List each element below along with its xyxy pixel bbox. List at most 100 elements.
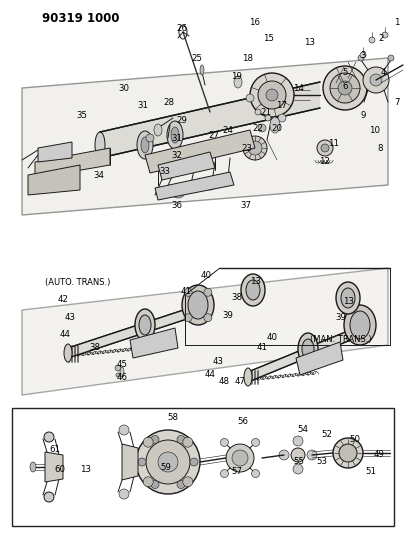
Text: 9: 9 [359, 110, 365, 119]
Ellipse shape [251, 470, 259, 478]
Ellipse shape [265, 89, 277, 101]
Ellipse shape [340, 288, 354, 308]
Ellipse shape [138, 458, 146, 466]
Text: 31: 31 [137, 101, 148, 109]
Ellipse shape [120, 367, 124, 377]
Ellipse shape [50, 165, 60, 175]
Text: 12: 12 [319, 157, 330, 166]
Text: 28: 28 [163, 98, 174, 107]
Text: 41: 41 [256, 343, 267, 352]
Text: 19: 19 [230, 71, 241, 80]
Polygon shape [130, 328, 177, 358]
Text: 24: 24 [222, 125, 233, 134]
Ellipse shape [44, 432, 54, 442]
Ellipse shape [251, 439, 259, 447]
Text: 27: 27 [208, 131, 219, 140]
Ellipse shape [139, 315, 151, 335]
Text: 46: 46 [116, 374, 127, 383]
Ellipse shape [143, 437, 153, 447]
Text: 13: 13 [80, 465, 91, 474]
Ellipse shape [338, 444, 356, 462]
Ellipse shape [245, 94, 254, 102]
Ellipse shape [332, 438, 362, 468]
Ellipse shape [220, 439, 228, 447]
Ellipse shape [226, 444, 254, 472]
Text: 33: 33 [159, 167, 170, 176]
Ellipse shape [171, 127, 179, 143]
Text: (AUTO. TRANS.): (AUTO. TRANS.) [45, 278, 110, 287]
Polygon shape [22, 268, 387, 395]
Text: 4: 4 [379, 68, 385, 77]
Text: 22: 22 [252, 124, 263, 133]
Ellipse shape [158, 452, 177, 472]
Text: 15: 15 [263, 34, 274, 43]
Ellipse shape [182, 477, 192, 487]
Polygon shape [22, 58, 387, 215]
Text: 30: 30 [118, 84, 129, 93]
Ellipse shape [387, 55, 393, 61]
Ellipse shape [85, 157, 95, 167]
Ellipse shape [44, 492, 54, 502]
Text: (MAN. TRANS.): (MAN. TRANS.) [309, 335, 371, 344]
Text: 21: 21 [260, 108, 271, 117]
Ellipse shape [220, 470, 228, 478]
Text: 53: 53 [316, 457, 327, 466]
Text: 37: 37 [240, 200, 251, 209]
Ellipse shape [188, 291, 207, 319]
Text: 5: 5 [341, 68, 347, 77]
Ellipse shape [135, 309, 155, 341]
Ellipse shape [181, 285, 213, 325]
Ellipse shape [254, 109, 260, 115]
Ellipse shape [177, 435, 185, 443]
Polygon shape [158, 152, 215, 180]
Ellipse shape [277, 114, 285, 122]
Text: 42: 42 [58, 295, 68, 304]
Polygon shape [295, 342, 342, 375]
Text: 51: 51 [364, 467, 375, 477]
Text: 3: 3 [359, 51, 365, 60]
Ellipse shape [359, 52, 365, 58]
Polygon shape [145, 130, 254, 173]
Ellipse shape [95, 132, 105, 158]
Text: 39: 39 [222, 311, 233, 319]
Text: 32: 32 [171, 150, 182, 159]
Text: 2: 2 [377, 34, 383, 43]
Text: 57: 57 [231, 467, 242, 477]
Text: 60: 60 [54, 465, 65, 474]
Ellipse shape [200, 65, 203, 75]
Ellipse shape [335, 282, 359, 314]
Ellipse shape [368, 37, 374, 43]
Ellipse shape [249, 73, 293, 117]
Ellipse shape [243, 136, 266, 160]
Ellipse shape [343, 305, 375, 345]
Ellipse shape [297, 333, 317, 365]
Ellipse shape [320, 144, 328, 152]
Text: 59: 59 [160, 464, 171, 472]
Polygon shape [35, 148, 110, 178]
Text: 55: 55 [293, 457, 304, 466]
Text: 29: 29 [176, 116, 187, 125]
Ellipse shape [337, 81, 351, 95]
Ellipse shape [290, 448, 304, 462]
Text: 13: 13 [343, 297, 354, 306]
Ellipse shape [49, 150, 61, 160]
Text: 26: 26 [176, 23, 187, 33]
Ellipse shape [369, 74, 381, 86]
Ellipse shape [151, 481, 159, 489]
Text: 7: 7 [393, 98, 399, 107]
Ellipse shape [136, 430, 200, 494]
Ellipse shape [215, 145, 224, 155]
Ellipse shape [146, 440, 190, 484]
Text: 1: 1 [393, 18, 399, 27]
Text: 36: 36 [171, 200, 182, 209]
Ellipse shape [171, 186, 185, 198]
Ellipse shape [166, 121, 183, 149]
Text: 40: 40 [266, 334, 277, 343]
Text: 13: 13 [304, 37, 315, 46]
Text: 10: 10 [369, 125, 379, 134]
Text: 16: 16 [249, 18, 260, 27]
Ellipse shape [322, 66, 366, 110]
Ellipse shape [245, 280, 259, 300]
Ellipse shape [64, 344, 72, 362]
Text: 45: 45 [116, 360, 127, 369]
